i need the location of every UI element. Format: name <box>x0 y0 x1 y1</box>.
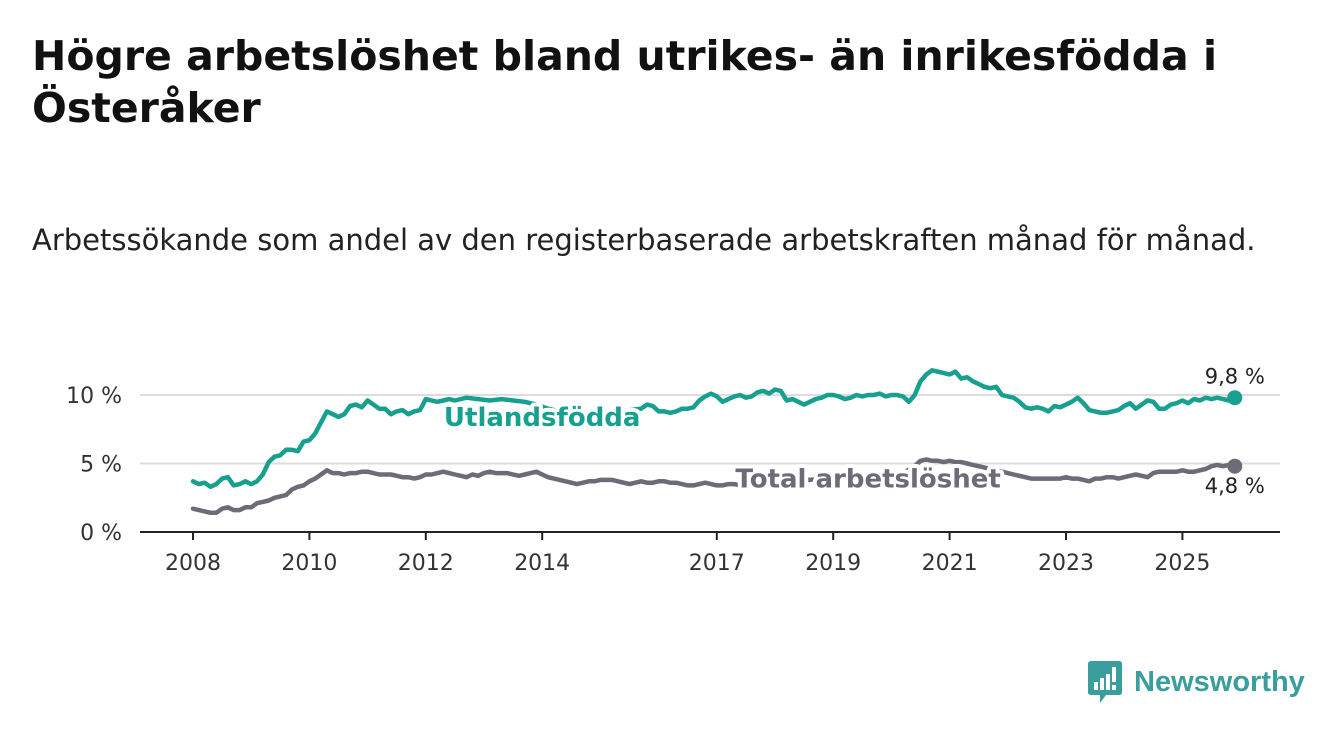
brand-name: Newsworthy <box>1134 665 1305 698</box>
line-chart: 0 % 5 % 10 % 2008 2010 2012 2014 2017 2019 2021 20… <box>66 365 1280 576</box>
chart-subtitle: Arbetssökande som andel av den registerb… <box>32 223 1256 257</box>
x-tick-label: 2017 <box>689 551 745 576</box>
x-tick-label: 2012 <box>398 551 454 576</box>
x-tick-label: 2025 <box>1154 551 1210 576</box>
x-tick-label: 2014 <box>514 551 570 576</box>
series-line-utlandsfodda <box>190 368 1238 490</box>
series-annotation-utlandsfodda: Utlandsfödda <box>444 403 641 433</box>
endpoint-utlandsfodda <box>1227 390 1243 406</box>
x-tick-label: 2008 <box>165 551 221 576</box>
y-tick-label: 5 % <box>80 453 122 478</box>
endpoint-total <box>1227 458 1243 474</box>
brand-logo: Newsworthy <box>1088 660 1305 704</box>
end-value-label: 9,8 % <box>1205 365 1265 389</box>
chart-title: Högre arbetslöshet bland utrikes- än inr… <box>32 32 1217 132</box>
y-tick-label: 0 % <box>80 521 122 546</box>
x-tick-label: 2010 <box>281 551 337 576</box>
x-tick-label: 2023 <box>1038 551 1094 576</box>
x-tick-label: 2019 <box>805 551 861 576</box>
end-value-label: 4,8 % <box>1205 474 1265 498</box>
y-tick-label: 10 % <box>66 384 122 409</box>
x-tick-label: 2021 <box>922 551 978 576</box>
series-line-total <box>190 457 1238 516</box>
series-annotation-total: Total arbetslöshet <box>735 465 1000 495</box>
newsworthy-logo-icon <box>1088 661 1122 703</box>
